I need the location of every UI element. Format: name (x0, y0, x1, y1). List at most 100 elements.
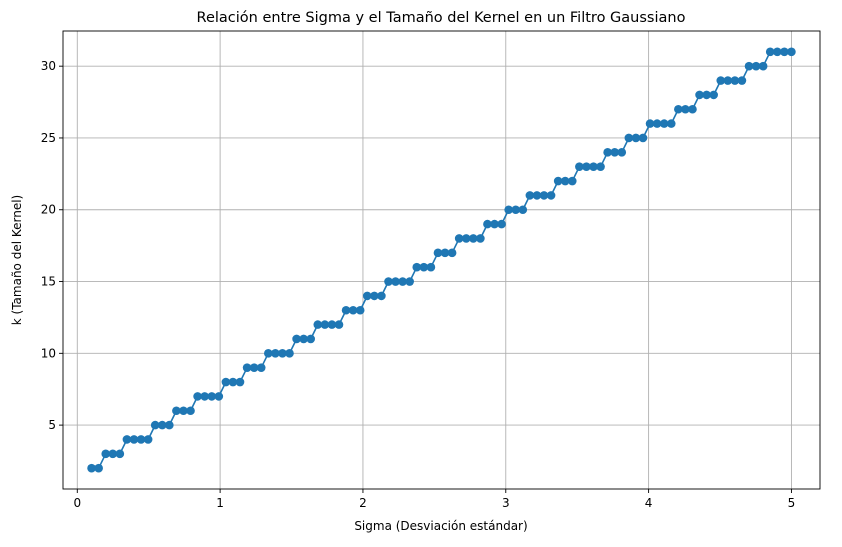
data-point (461, 234, 471, 243)
data-point (264, 349, 273, 358)
x-tick-label: 1 (216, 496, 224, 510)
data-point (115, 449, 125, 459)
data-point (348, 305, 358, 315)
data-point (497, 219, 506, 229)
data-point (355, 305, 365, 315)
x-tick-label: 2 (359, 496, 367, 510)
data-point (87, 463, 96, 473)
grid (63, 31, 820, 489)
y-axis-label: k (Tamaño del Kernel) (10, 195, 24, 325)
data-point (610, 148, 619, 157)
data-point (447, 248, 457, 258)
data-point (539, 191, 549, 200)
data-point (122, 435, 132, 444)
y-tick-label: 15 (41, 275, 56, 289)
x-tick-label: 5 (788, 496, 796, 510)
data-point (391, 277, 400, 286)
data-point (377, 291, 386, 301)
data-point (723, 76, 733, 85)
data-point (787, 47, 796, 57)
data-point (256, 363, 266, 372)
data-point (207, 392, 217, 401)
data-point (765, 47, 775, 57)
y-tick-label: 10 (41, 346, 56, 360)
data-point (603, 148, 612, 157)
data-point (412, 262, 422, 272)
data-point (299, 334, 308, 344)
data-point (695, 90, 704, 100)
data-point (285, 349, 294, 358)
data-point (108, 449, 118, 459)
data-point (504, 205, 513, 215)
y-tick-label: 5 (48, 418, 56, 432)
data-point (235, 377, 245, 387)
data-point (631, 133, 641, 143)
data-point (193, 392, 202, 401)
data-point (143, 435, 153, 444)
data-point (426, 262, 436, 272)
data-point (306, 334, 316, 344)
x-tick-label: 3 (502, 496, 510, 510)
data-point (327, 320, 337, 329)
data-point (483, 219, 492, 229)
data-point (172, 406, 181, 416)
series-line (91, 51, 792, 469)
data-point (405, 277, 414, 286)
data-point (659, 119, 669, 128)
data-point (129, 435, 139, 444)
data-point (751, 61, 761, 71)
data-point (688, 104, 697, 114)
data-point (320, 320, 330, 329)
series-polyline (91, 51, 792, 469)
y-tick-label: 30 (41, 59, 56, 73)
data-point (440, 248, 450, 258)
data-point (249, 363, 259, 372)
data-point (624, 133, 634, 143)
x-axis-label: Sigma (Desviación estándar) (354, 519, 527, 533)
data-point (730, 76, 740, 85)
data-point (645, 119, 655, 128)
x-axis-ticks: 0 1 2 3 4 5 (73, 489, 795, 510)
data-point (101, 449, 111, 459)
data-point (490, 219, 499, 229)
data-point (758, 61, 768, 71)
data-point (674, 104, 683, 114)
data-point (511, 205, 521, 215)
data-point (433, 248, 443, 258)
data-point (702, 90, 711, 100)
data-point (567, 176, 577, 186)
y-axis-ticks: 5 10 15 20 25 30 (41, 59, 63, 432)
data-point (136, 435, 146, 444)
y-tick-label: 20 (41, 203, 56, 217)
data-point (384, 277, 393, 286)
data-point (652, 119, 662, 128)
data-point (94, 463, 103, 473)
data-point (362, 291, 372, 301)
data-points (87, 47, 796, 473)
data-point (553, 176, 563, 186)
data-point (716, 76, 726, 85)
data-point (157, 420, 167, 430)
data-point (589, 162, 598, 171)
data-point (518, 205, 528, 215)
data-point (200, 392, 209, 401)
plot-frame (62, 30, 821, 490)
data-point (214, 392, 224, 401)
data-point (179, 406, 188, 416)
data-point (313, 320, 323, 329)
data-point (560, 176, 570, 186)
x-tick-label: 0 (73, 496, 81, 510)
data-point (709, 90, 718, 100)
data-point (532, 191, 542, 200)
data-point (419, 262, 429, 272)
data-point (582, 162, 591, 171)
data-point (681, 104, 690, 114)
data-point (186, 406, 195, 416)
data-point (617, 148, 627, 157)
data-point (546, 191, 556, 200)
chart-title: Relación entre Sigma y el Tamaño del Ker… (197, 10, 686, 26)
data-point (737, 76, 747, 85)
data-point (370, 291, 379, 301)
